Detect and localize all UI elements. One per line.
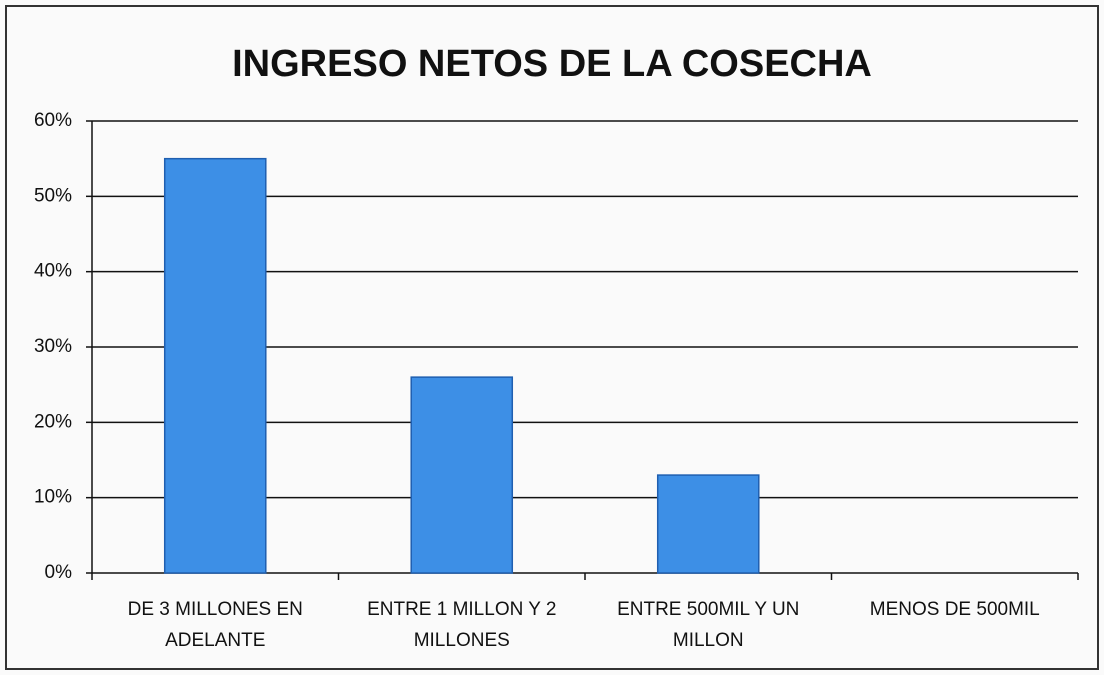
y-tick-label: 20% [34, 411, 72, 432]
y-tick-label: 0% [45, 562, 73, 583]
bar [656, 474, 760, 574]
x-tick-label: DE 3 MILLONES EN ADELANTE [127, 599, 303, 651]
y-tick-label: 30% [34, 336, 72, 357]
bar [410, 376, 514, 574]
bar [163, 157, 267, 574]
x-tick-label: ENTRE 500MIL Y UN MILLON [617, 599, 800, 651]
chart-border [5, 5, 1099, 670]
x-tick-label: MENOS DE 500MIL [869, 599, 1040, 620]
y-tick-label: 60% [34, 110, 72, 131]
x-tick-label: ENTRE 1 MILLON Y 2 MILLONES [367, 599, 557, 651]
chart-title: INGRESO NETOS DE LA COSECHA [232, 43, 872, 85]
y-tick-label: 50% [34, 185, 72, 206]
y-tick-label: 10% [34, 487, 72, 508]
y-tick-label: 40% [34, 261, 72, 282]
